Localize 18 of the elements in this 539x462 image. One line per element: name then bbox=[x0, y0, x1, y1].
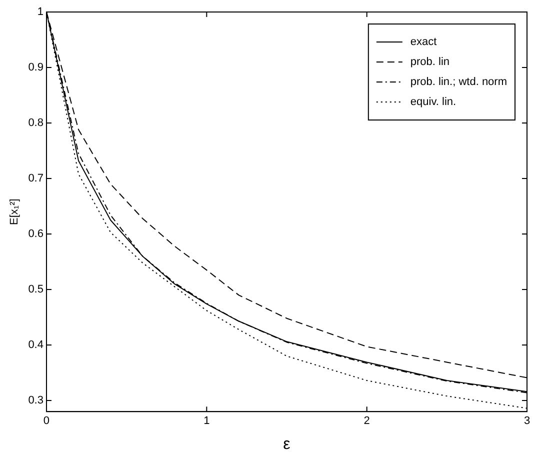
y-tick-label: 0.5 bbox=[28, 284, 44, 296]
legend-label: exact bbox=[410, 36, 437, 48]
x-tick-label: 2 bbox=[364, 415, 370, 428]
y-tick-label: 0.9 bbox=[28, 62, 44, 74]
x-tick-label: 0 bbox=[43, 415, 50, 428]
x-tick-label: 1 bbox=[204, 415, 210, 428]
legend-label: prob. lin bbox=[410, 56, 450, 68]
x-axis-title: ε bbox=[283, 436, 290, 453]
y-tick-label: 0.7 bbox=[28, 172, 44, 185]
legend-label: prob. lin.; wtd. norm bbox=[410, 76, 507, 88]
y-tick-label: 0.3 bbox=[28, 394, 44, 407]
y-tick-label: 0.6 bbox=[28, 228, 44, 240]
x-tick-label: 3 bbox=[524, 415, 530, 428]
y-tick-label: 0.4 bbox=[28, 339, 44, 352]
legend-label: equiv. lin. bbox=[410, 96, 456, 108]
y-axis-title: E[x₁²] bbox=[8, 198, 21, 225]
y-tick-label: 1 bbox=[37, 6, 44, 18]
y-tick-label: 0.8 bbox=[28, 117, 44, 130]
